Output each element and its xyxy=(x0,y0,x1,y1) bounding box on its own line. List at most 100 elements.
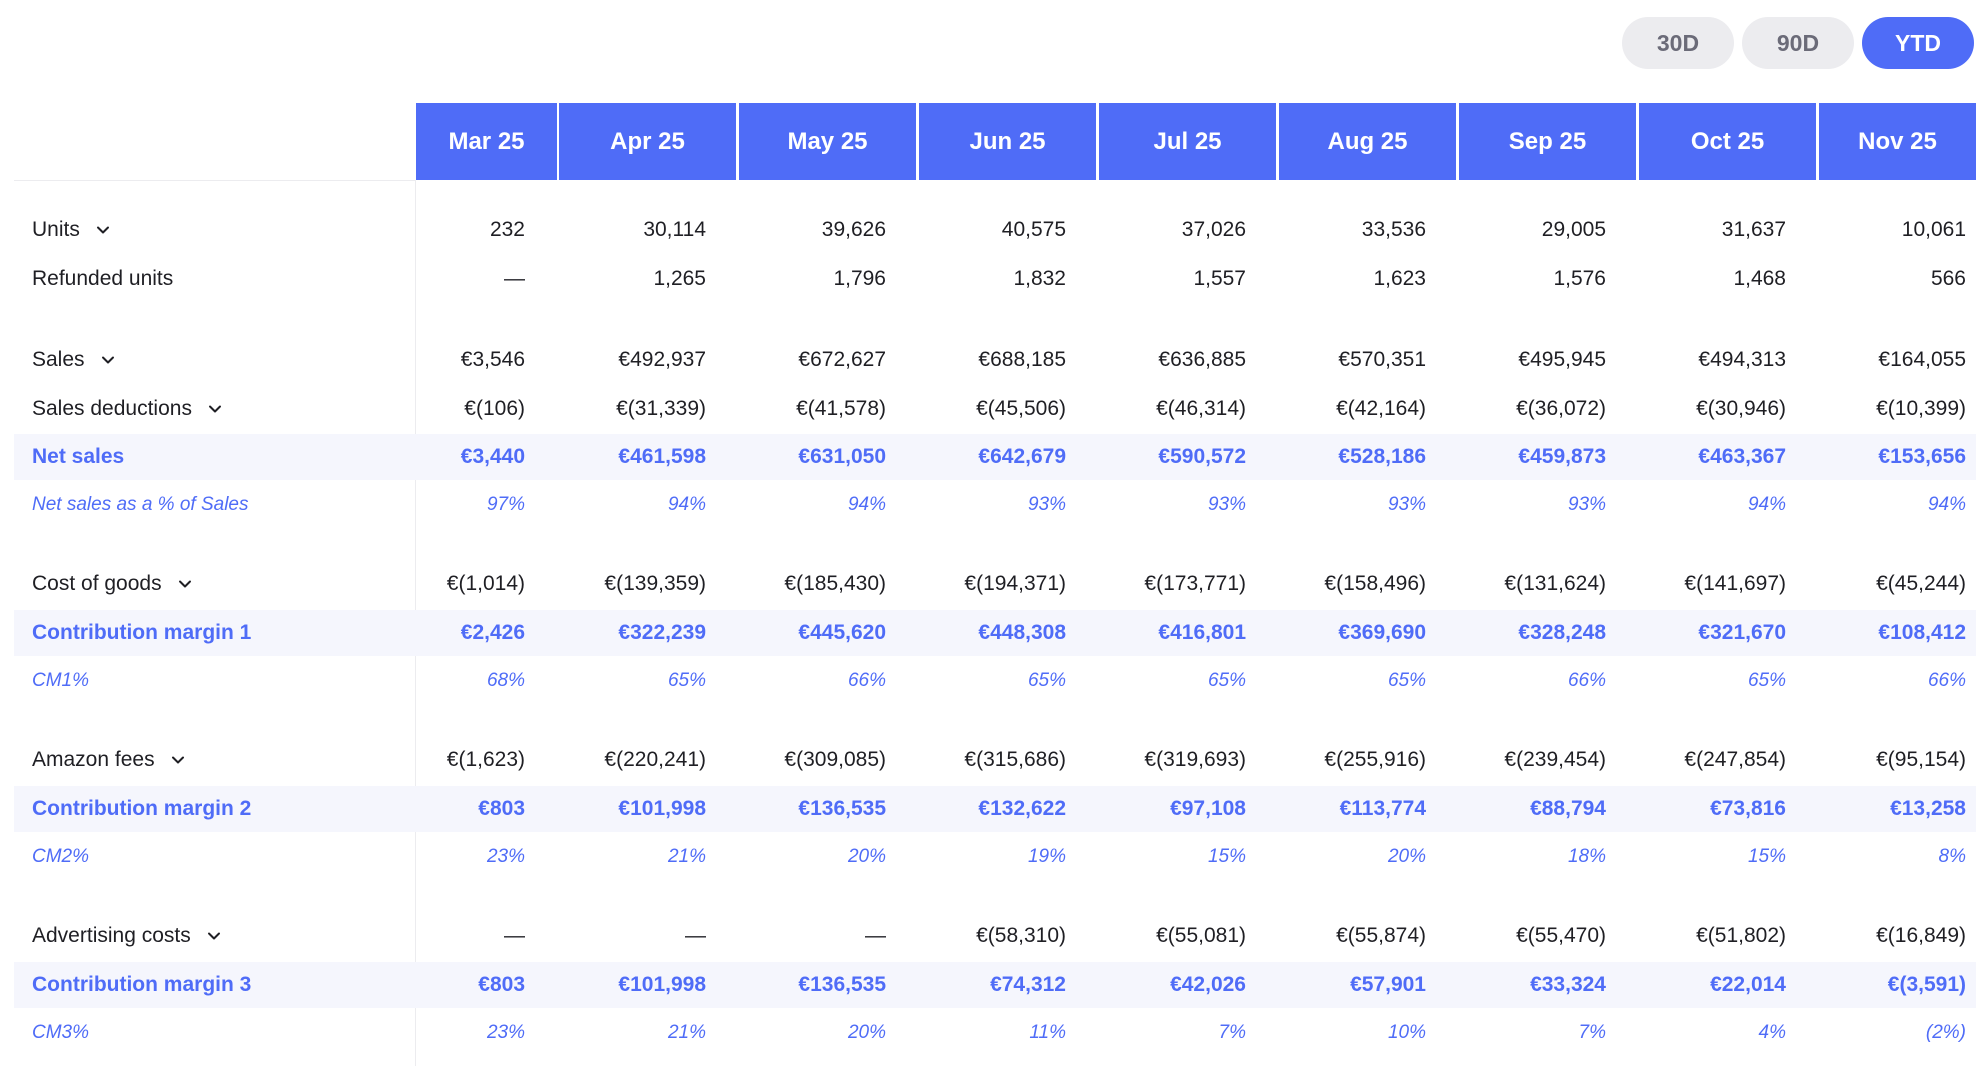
period-button-ytd[interactable]: YTD xyxy=(1862,17,1974,69)
table-cell: €(158,496) xyxy=(1324,572,1426,595)
table-cell: €101,998 xyxy=(618,973,706,996)
table-cell: 94% xyxy=(1747,494,1786,515)
table-row: Net sales as a % of Sales 97% 94% 94% 93% 93%… xyxy=(14,482,1976,528)
table-cell: €459,873 xyxy=(1518,445,1606,468)
table-cell: €688,185 xyxy=(978,348,1066,371)
table-cell: 1,557 xyxy=(1193,267,1246,290)
table-cell: 33,536 xyxy=(1361,218,1426,241)
row-label-cell: Amazon fees xyxy=(32,737,187,783)
table-cell: €328,248 xyxy=(1518,621,1606,644)
table-cell: €(194,371) xyxy=(964,572,1066,595)
row-label-cell: CM2% xyxy=(32,834,89,880)
table-cell: €136,535 xyxy=(798,797,886,820)
table-cell: 40,575 xyxy=(1001,218,1066,241)
table-cell: €590,572 xyxy=(1158,445,1246,468)
table-cell: 15% xyxy=(1747,846,1786,867)
table-cell: €(30,946) xyxy=(1696,397,1786,420)
table-cell: €(55,081) xyxy=(1156,924,1246,947)
chevron-down-icon[interactable] xyxy=(99,351,117,369)
table-cell: €494,313 xyxy=(1698,348,1786,371)
table-cell: €22,014 xyxy=(1710,973,1786,996)
table-cell: 65% xyxy=(1027,670,1066,691)
table-cell: 93% xyxy=(1387,494,1426,515)
table-cell: 8% xyxy=(1938,846,1966,867)
table-cell: 18% xyxy=(1567,846,1606,867)
table-cell: €(106) xyxy=(464,397,525,420)
table-cell: €(1,623) xyxy=(446,748,525,771)
row-label: Amazon fees xyxy=(32,748,155,771)
table-cell: €(16,849) xyxy=(1876,924,1966,947)
table-cell: €(220,241) xyxy=(604,748,706,771)
table-cell: 65% xyxy=(1207,670,1246,691)
table-cell: €461,598 xyxy=(618,445,706,468)
table-cell: €113,774 xyxy=(1339,797,1426,820)
table-cell: €(247,854) xyxy=(1684,748,1786,771)
row-label: Cost of goods xyxy=(32,572,162,595)
table-cell: €(315,686) xyxy=(964,748,1066,771)
table-cell: 1,468 xyxy=(1733,267,1786,290)
row-label: Net sales as a % of Sales xyxy=(32,494,249,515)
table-cell: €42,026 xyxy=(1170,973,1246,996)
table-cell: 1,796 xyxy=(833,267,886,290)
table-cell: €448,308 xyxy=(978,621,1066,644)
table-cell: €(42,164) xyxy=(1336,397,1426,420)
table-row[interactable]: Advertising costs — — — €(58,310) €(55,081) €(… xyxy=(14,913,1976,959)
table-row: CM1% 68% 65% 66% 65% 65% 65% 66% 65% 66% xyxy=(14,658,1976,704)
table-cell: — xyxy=(685,924,706,947)
table-cell: €33,324 xyxy=(1530,973,1606,996)
table-row: Refunded units — 1,265 1,796 1,832 1,557 1,623… xyxy=(14,256,1976,302)
table-row[interactable]: Sales deductions €(106) €(31,339) €(41,578)… xyxy=(14,386,1976,432)
table-cell: €642,679 xyxy=(978,445,1066,468)
table-cell: 21% xyxy=(667,1022,706,1043)
table-cell: €(10,399) xyxy=(1876,397,1966,420)
row-label-cell: Advertising costs xyxy=(32,913,223,959)
period-button-90d[interactable]: 90D xyxy=(1742,17,1854,69)
table-row: Contribution margin 2 €803 €101,998 €136,53… xyxy=(14,786,1976,832)
table-cell: €636,885 xyxy=(1158,348,1246,371)
table-cell: €(309,085) xyxy=(784,748,886,771)
table-cell: €88,794 xyxy=(1530,797,1606,820)
table-cell: 20% xyxy=(847,846,886,867)
table-cell: 94% xyxy=(847,494,886,515)
chevron-down-icon[interactable] xyxy=(169,751,187,769)
table-cell: €74,312 xyxy=(990,973,1066,996)
row-label-cell: Contribution margin 3 xyxy=(32,962,251,1008)
row-label: Units xyxy=(32,218,80,241)
chevron-down-icon[interactable] xyxy=(206,400,224,418)
table-cell: 66% xyxy=(1927,670,1966,691)
chevron-down-icon[interactable] xyxy=(94,221,112,239)
table-cell: €(3,591) xyxy=(1887,973,1966,996)
table-cell: 94% xyxy=(667,494,706,515)
table-cell: 1,576 xyxy=(1553,267,1606,290)
chevron-down-icon[interactable] xyxy=(205,927,223,945)
table-cell: €164,055 xyxy=(1878,348,1966,371)
table-row: Net sales €3,440 €461,598 €631,050 €642,679 €… xyxy=(14,434,1976,480)
table-cell: €(45,506) xyxy=(976,397,1066,420)
chevron-down-icon[interactable] xyxy=(176,575,194,593)
table-cell: 21% xyxy=(667,846,706,867)
table-cell: 23% xyxy=(486,1022,525,1043)
period-button-30d[interactable]: 30D xyxy=(1622,17,1734,69)
month-header: Nov 25 xyxy=(1819,103,1976,180)
table-row[interactable]: Cost of goods €(1,014) €(139,359) €(185,430… xyxy=(14,561,1976,607)
table-cell: €528,186 xyxy=(1338,445,1426,468)
table-cell: 1,265 xyxy=(653,267,706,290)
row-label-cell: Sales deductions xyxy=(32,386,224,432)
table-cell: 15% xyxy=(1207,846,1246,867)
table-cell: 93% xyxy=(1207,494,1246,515)
table-cell: €(185,430) xyxy=(784,572,886,595)
row-label-cell: Cost of goods xyxy=(32,561,194,607)
table-cell: 30,114 xyxy=(643,218,706,241)
table-cell: €108,412 xyxy=(1878,621,1966,644)
table-cell: 7% xyxy=(1578,1022,1606,1043)
table-cell: €(1,014) xyxy=(446,572,525,595)
row-label-cell: Net sales as a % of Sales xyxy=(32,482,249,528)
table-cell: 4% xyxy=(1758,1022,1786,1043)
table-row[interactable]: Units 232 30,114 39,626 40,575 37,026 33,536 29… xyxy=(14,207,1976,253)
month-header: May 25 xyxy=(739,103,916,180)
month-header: Sep 25 xyxy=(1459,103,1636,180)
table-row[interactable]: Sales €3,546 €492,937 €672,627 €688,185 €636,… xyxy=(14,337,1976,383)
row-label-cell: CM1% xyxy=(32,658,89,704)
table-row: Contribution margin 3 €803 €101,998 €136,53… xyxy=(14,962,1976,1008)
table-row[interactable]: Amazon fees €(1,623) €(220,241) €(309,085) €… xyxy=(14,737,1976,783)
